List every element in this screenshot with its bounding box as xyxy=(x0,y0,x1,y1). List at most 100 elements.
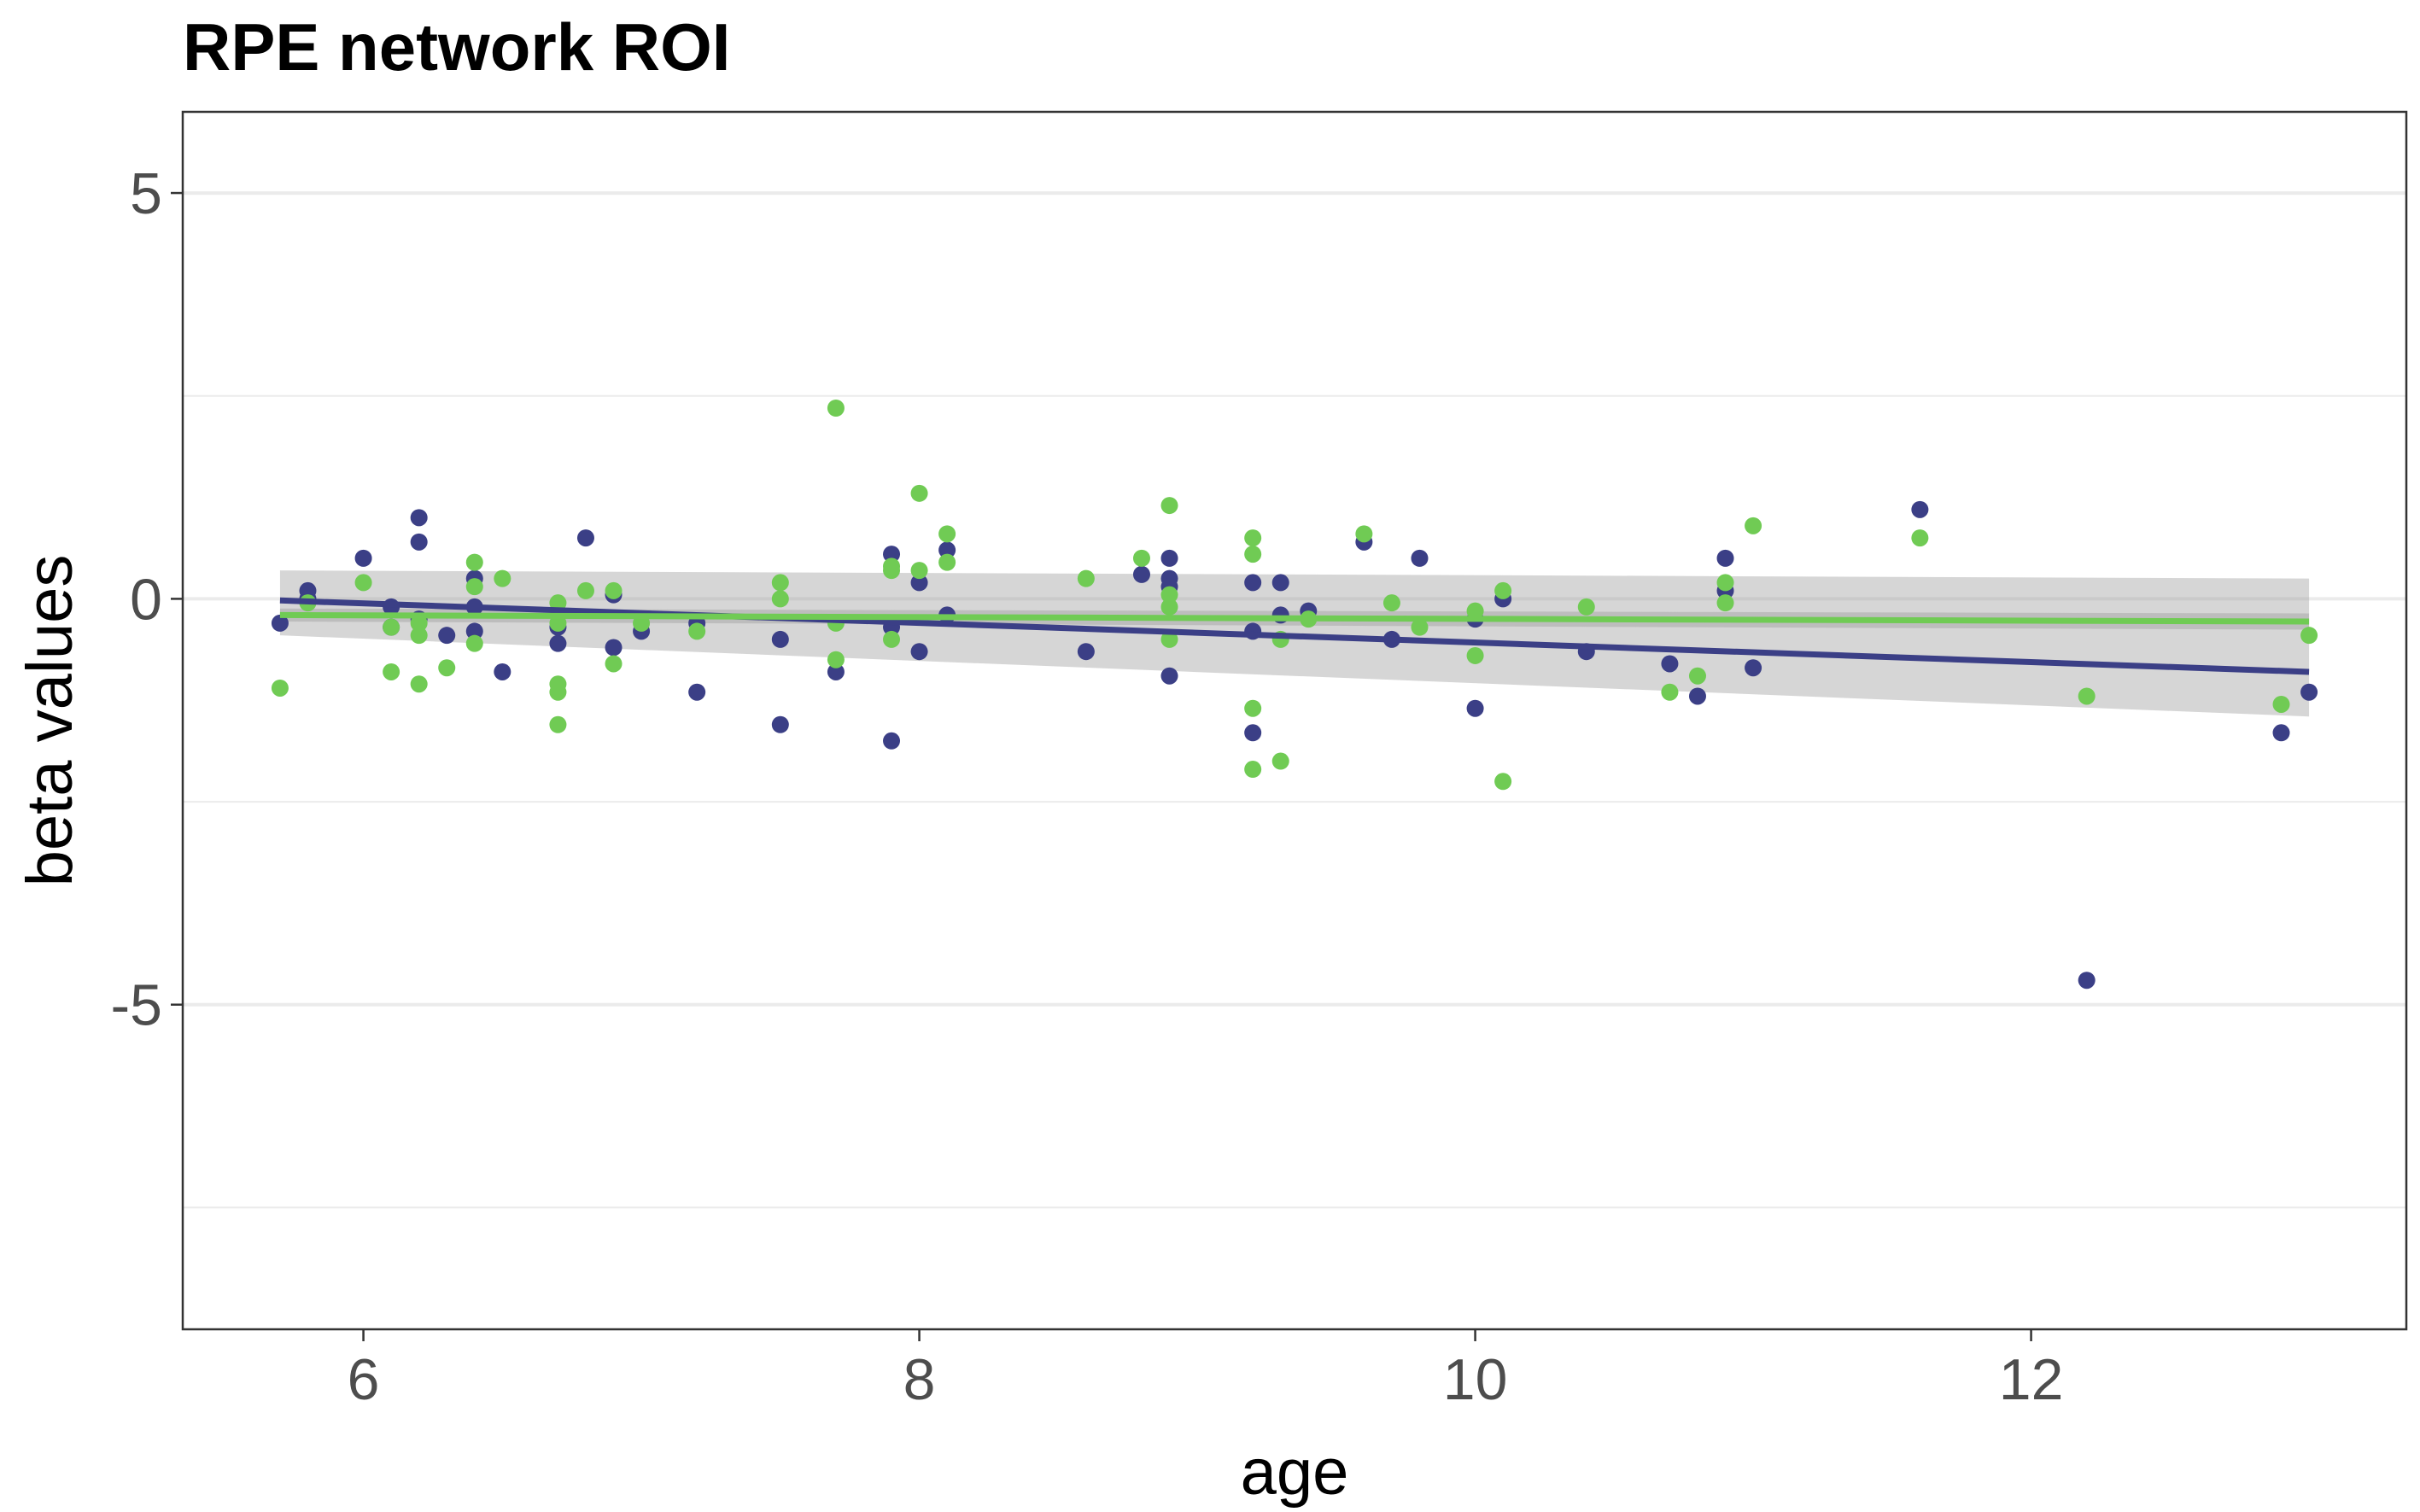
data-point-series-2 xyxy=(1494,773,1512,791)
data-point-series-2 xyxy=(576,581,594,599)
data-point-series-2 xyxy=(1244,546,1262,563)
data-point-series-2 xyxy=(410,675,428,693)
data-point-series-1 xyxy=(2300,683,2318,701)
data-point-series-2 xyxy=(1466,646,1484,664)
data-point-series-2 xyxy=(1244,529,1262,547)
data-point-series-2 xyxy=(688,622,706,640)
data-point-series-2 xyxy=(465,634,483,652)
data-point-series-2 xyxy=(1577,598,1595,616)
data-point-series-2 xyxy=(605,655,623,673)
data-point-series-2 xyxy=(1716,574,1734,592)
data-point-series-1 xyxy=(410,533,428,551)
data-point-series-2 xyxy=(2272,695,2290,713)
data-point-series-2 xyxy=(827,399,845,417)
data-point-series-2 xyxy=(1494,581,1512,599)
x-tick-label: 6 xyxy=(348,1347,380,1412)
data-point-series-1 xyxy=(1911,500,1929,518)
data-point-series-2 xyxy=(1132,549,1150,567)
data-point-series-1 xyxy=(827,663,845,680)
data-point-series-1 xyxy=(688,683,706,701)
data-point-series-1 xyxy=(1661,655,1679,673)
y-tick-label: -5 xyxy=(111,973,162,1038)
data-point-series-1 xyxy=(1271,574,1289,592)
data-point-series-2 xyxy=(1244,761,1262,779)
data-point-series-1 xyxy=(354,549,372,567)
x-tick-label: 8 xyxy=(903,1347,936,1412)
data-point-series-1 xyxy=(576,529,594,547)
data-point-series-2 xyxy=(410,614,428,632)
data-point-series-1 xyxy=(605,639,623,657)
regression-lines xyxy=(279,597,2310,675)
x-tick-label: 12 xyxy=(1999,1347,2064,1412)
data-point-series-1 xyxy=(2272,724,2290,742)
data-point-series-1 xyxy=(410,509,428,527)
data-point-series-2 xyxy=(2078,687,2096,705)
plot-panel-border xyxy=(181,110,2408,1331)
data-point-series-1 xyxy=(1244,724,1262,742)
data-point-series-1 xyxy=(883,732,901,750)
data-point-series-2 xyxy=(1271,752,1289,770)
data-point-series-2 xyxy=(910,484,928,502)
data-point-series-2 xyxy=(883,630,901,648)
x-tick-label: 10 xyxy=(1443,1347,1508,1412)
data-point-series-2 xyxy=(410,627,428,645)
chart-title: RPE network ROI xyxy=(183,9,730,85)
y-axis-label: beta values xyxy=(14,555,86,887)
data-point-series-2 xyxy=(271,679,289,697)
data-point-series-2 xyxy=(1160,630,1178,648)
fit-line-series-1 xyxy=(279,597,2310,675)
gridlines xyxy=(183,191,2406,1209)
data-point-series-2 xyxy=(1160,586,1178,604)
data-point-series-1 xyxy=(910,574,928,592)
data-point-series-2 xyxy=(494,569,511,587)
data-point-series-2 xyxy=(827,651,845,668)
data-point-series-1 xyxy=(549,634,567,652)
data-point-series-2 xyxy=(1411,618,1429,636)
data-point-series-2 xyxy=(1466,602,1484,620)
data-point-series-2 xyxy=(771,574,789,592)
data-point-series-2 xyxy=(1688,667,1706,685)
data-point-series-1 xyxy=(1745,659,1762,677)
data-point-series-2 xyxy=(1911,529,1929,547)
data-point-series-1 xyxy=(771,630,789,648)
data-point-series-1 xyxy=(1716,549,1734,567)
data-point-series-2 xyxy=(383,663,400,680)
data-point-series-1 xyxy=(1466,699,1484,717)
data-point-series-2 xyxy=(883,562,901,580)
y-tick-label: 0 xyxy=(130,567,162,632)
data-point-series-2 xyxy=(1745,517,1762,534)
data-point-series-1 xyxy=(2078,972,2096,990)
data-point-series-2 xyxy=(1716,594,1734,612)
data-point-series-1 xyxy=(1244,574,1262,592)
data-point-series-2 xyxy=(771,590,789,608)
data-point-series-2 xyxy=(465,553,483,571)
data-point-series-2 xyxy=(938,553,956,571)
data-point-series-2 xyxy=(383,618,400,636)
data-point-series-1 xyxy=(1160,667,1178,685)
data-point-series-1 xyxy=(883,546,901,563)
data-point-series-2 xyxy=(549,715,567,733)
data-point-series-2 xyxy=(1355,525,1373,543)
data-point-series-2 xyxy=(910,562,928,580)
plot-panel xyxy=(183,112,2406,1329)
confidence-band-1 xyxy=(279,570,2310,717)
data-point-series-2 xyxy=(465,578,483,596)
data-point-series-1 xyxy=(910,643,928,661)
data-point-series-1 xyxy=(771,715,789,733)
data-point-series-1 xyxy=(1688,687,1706,705)
data-point-series-1 xyxy=(465,622,483,640)
fit-line-series-2 xyxy=(279,611,2310,625)
data-point-series-2 xyxy=(1382,594,1400,612)
data-point-series-2 xyxy=(938,525,956,543)
data-point-series-2 xyxy=(1160,497,1178,515)
data-point-series-2 xyxy=(354,574,372,592)
data-point-series-2 xyxy=(2300,627,2318,645)
x-axis: 6 8 10 12 xyxy=(348,1329,2064,1412)
data-point-series-2 xyxy=(1160,598,1178,616)
data-point-series-2 xyxy=(1661,683,1679,701)
data-point-series-1 xyxy=(271,614,289,632)
data-point-series-1 xyxy=(494,663,511,680)
data-point-series-2 xyxy=(549,683,567,701)
data-points xyxy=(271,399,2318,990)
